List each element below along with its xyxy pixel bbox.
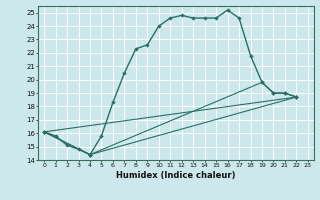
X-axis label: Humidex (Indice chaleur): Humidex (Indice chaleur) <box>116 171 236 180</box>
